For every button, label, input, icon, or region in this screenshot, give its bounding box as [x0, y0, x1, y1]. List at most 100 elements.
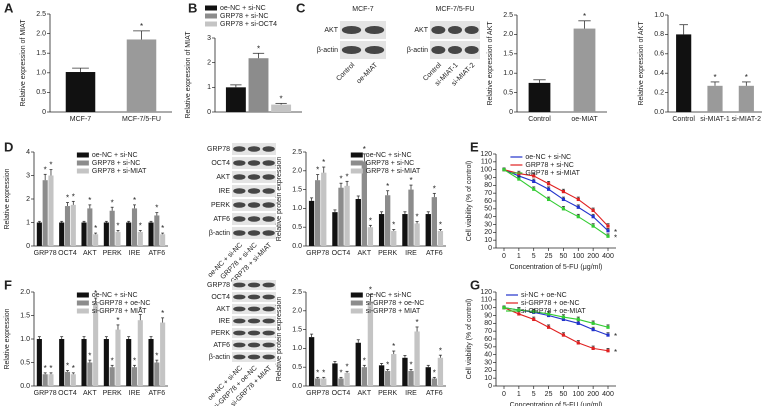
x-tick-label: OCT4	[58, 250, 77, 257]
blot-row-label: GRP78	[207, 146, 230, 153]
point	[532, 179, 536, 184]
blot-band	[247, 342, 261, 348]
bar	[431, 197, 438, 246]
y-tick-label: 0.2	[654, 89, 664, 96]
x-tick-label: 200	[587, 391, 599, 398]
blot-band	[448, 26, 462, 34]
bar	[137, 231, 143, 246]
blot-band	[262, 188, 275, 194]
blot-band	[247, 216, 261, 222]
point	[591, 224, 595, 228]
y-tick-label: 70	[484, 190, 492, 197]
significance: *	[257, 44, 260, 53]
y-tick-label: 2.0	[292, 308, 302, 315]
blot-row-label: IRE	[218, 318, 230, 325]
x-tick-label: ATF6	[426, 250, 443, 257]
blot-title: MCF-7/5-FU	[436, 6, 475, 13]
legend-label: oe-NC + si-NC	[92, 292, 138, 299]
significance: *	[49, 364, 52, 373]
bar	[126, 339, 132, 386]
legend-swatch	[350, 300, 363, 306]
significance: *	[316, 368, 319, 377]
y-tick-label: 0.5	[292, 364, 302, 371]
bar	[408, 189, 414, 246]
bar	[160, 322, 166, 386]
blot-lane-label: oe-MIAT	[356, 61, 380, 85]
point	[606, 325, 610, 329]
y-tick-label: 0.0	[292, 383, 302, 390]
significance: *	[433, 184, 436, 193]
bar	[70, 374, 76, 386]
y-axis-label: Relative expression of MIAT	[20, 19, 27, 107]
x-tick-label: 5	[532, 253, 536, 260]
x-tick-label: IRE	[405, 250, 417, 257]
blot-band	[233, 146, 246, 152]
x-tick-label: GRP78	[34, 250, 57, 257]
x-tick-label: OCT4	[58, 390, 77, 397]
y-tick-label: 2	[26, 196, 30, 203]
significance: *	[94, 289, 97, 298]
bar	[437, 230, 444, 246]
x-tick-label: ATF6	[426, 390, 443, 397]
x-tick-label: PERK	[103, 390, 122, 397]
bar	[109, 367, 115, 386]
significance: *	[140, 22, 143, 31]
y-axis-label: Cell viability (% of control)	[466, 299, 473, 380]
significance: *	[363, 356, 366, 365]
y-tick-label: 100	[480, 305, 492, 312]
point	[606, 224, 610, 228]
blot-band	[341, 46, 362, 54]
bar	[408, 370, 414, 386]
x-tick-label: 400	[602, 391, 614, 398]
blot-lane-label: Control	[335, 61, 356, 82]
blot-row-label: β-actin	[407, 47, 428, 54]
y-tick-label: 0	[488, 383, 492, 390]
bar	[154, 215, 160, 246]
significance: *	[433, 368, 436, 377]
y-tick-label: 1.0	[503, 70, 513, 77]
blot-band	[341, 26, 362, 34]
significance: *	[88, 351, 91, 360]
blot-strip	[340, 21, 386, 39]
legend-label: GRP78 + si-NC	[366, 160, 414, 167]
line	[503, 169, 609, 227]
significance: *	[614, 233, 617, 242]
legend-swatch	[76, 308, 89, 314]
bar	[160, 234, 166, 246]
legend-label: oe-NC + si-NC	[92, 152, 138, 159]
y-tick-label: 40	[484, 352, 492, 359]
bar	[321, 378, 327, 386]
y-tick-label: 3	[207, 35, 211, 42]
blot-row-label: GRP78	[207, 282, 230, 289]
bar	[355, 342, 361, 386]
blot-row-label: ATF6	[213, 216, 230, 223]
y-axis-label: Cell viability (% of control)	[466, 161, 473, 242]
point	[561, 315, 566, 319]
blot-row-label: AKT	[216, 306, 230, 313]
point	[561, 333, 566, 337]
significance: *	[161, 224, 164, 233]
significance: *	[339, 174, 342, 183]
bar	[355, 199, 361, 246]
blot-band	[262, 282, 275, 288]
significance: *	[94, 224, 97, 233]
bar	[137, 320, 143, 386]
significance: *	[614, 332, 617, 341]
point	[576, 321, 580, 325]
bar	[676, 34, 692, 112]
bar	[64, 371, 71, 386]
x-tick-label: si-MIAT-2	[732, 116, 762, 123]
blot-row-label: OCT4	[211, 294, 230, 301]
legend-label: oe-NC + si-NC	[366, 292, 412, 299]
significance: *	[72, 364, 75, 373]
bar	[321, 172, 327, 246]
blot-band	[247, 230, 261, 236]
bar	[225, 87, 246, 112]
legend-swatch	[76, 160, 89, 166]
legend-swatch	[76, 300, 89, 306]
y-tick-label: 2.0	[36, 30, 46, 37]
x-tick-label: 1	[517, 253, 521, 260]
y-tick-label: 60	[484, 198, 492, 205]
point	[591, 321, 595, 325]
legend-swatch	[350, 292, 363, 298]
